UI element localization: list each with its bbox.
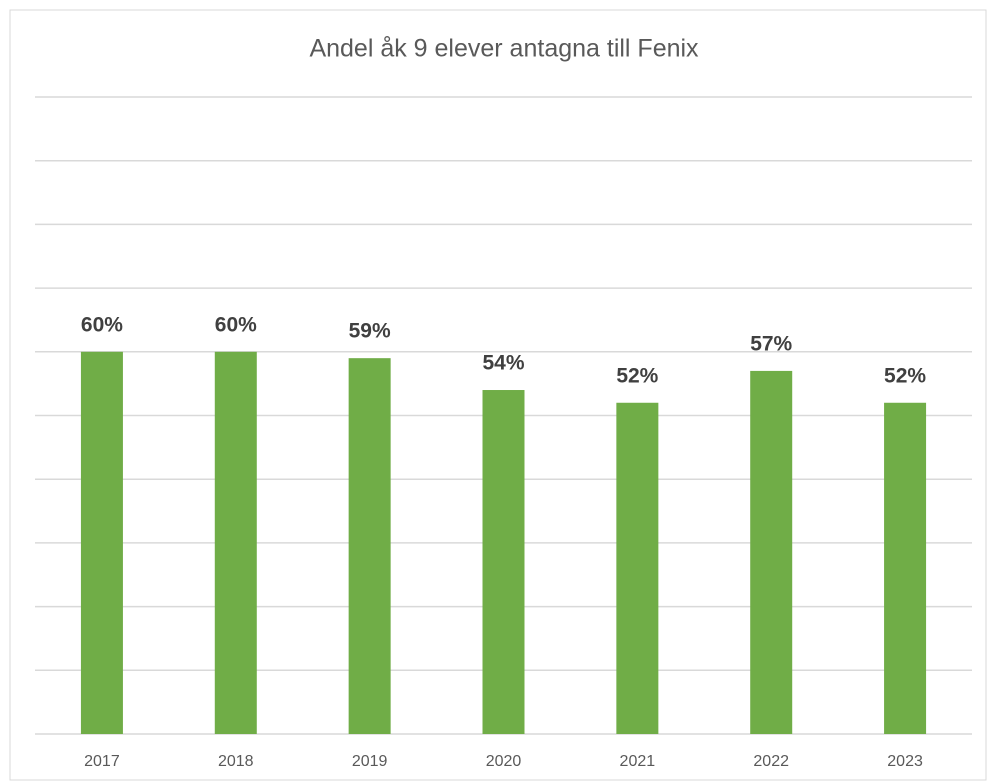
- data-label: 60%: [81, 313, 123, 336]
- x-tick-label: 2018: [218, 753, 254, 770]
- bar: [884, 402, 927, 734]
- x-tick-label: 2023: [887, 753, 923, 770]
- x-tick-label: 2021: [620, 753, 656, 770]
- bar: [750, 370, 793, 734]
- data-label: 54%: [482, 352, 524, 375]
- data-label: 60%: [215, 313, 257, 336]
- x-tick-label: 2022: [753, 753, 789, 770]
- chart-title: Andel åk 9 elever antagna till Fenix: [309, 35, 699, 63]
- bar: [482, 390, 525, 734]
- data-label: 57%: [750, 332, 792, 355]
- bar: [616, 402, 659, 734]
- bar: [214, 351, 257, 734]
- bar: [348, 358, 391, 734]
- data-label: 52%: [884, 364, 926, 387]
- x-tick-label: 2020: [486, 753, 522, 770]
- data-label: 59%: [349, 320, 391, 343]
- data-label: 52%: [616, 364, 658, 387]
- x-tick-label: 2019: [352, 753, 388, 770]
- x-tick-label: 2017: [84, 753, 120, 770]
- bar: [80, 351, 123, 734]
